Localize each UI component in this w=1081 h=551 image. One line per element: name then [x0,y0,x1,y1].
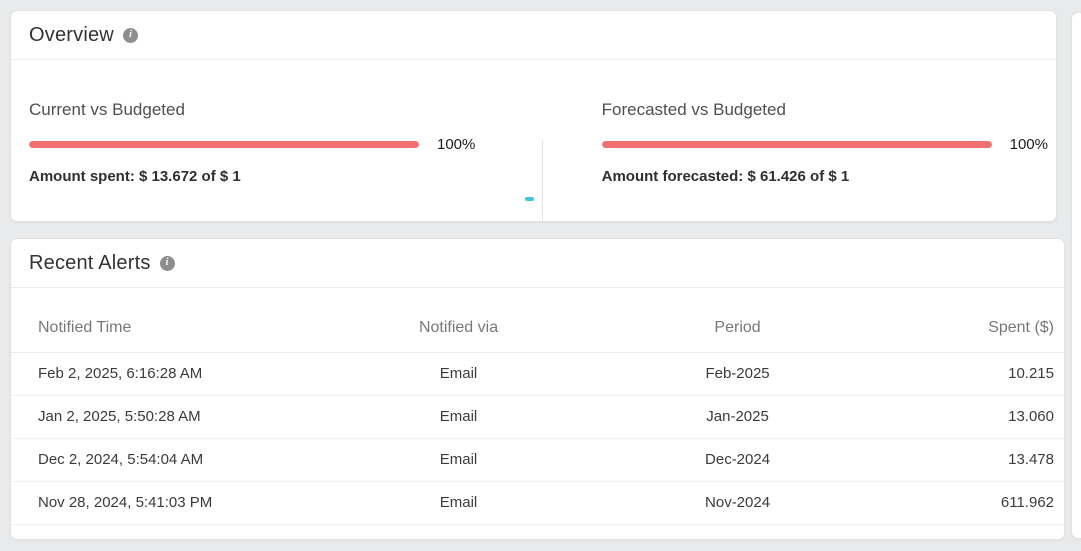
table-cell: Email [379,438,538,482]
recent-alerts-title: Recent Alerts [29,251,151,274]
table-cell: Jan 2, 2025, 5:50:28 AM [11,395,380,439]
table-cell: 13.060 [937,395,1064,439]
cyan-tick-mark [525,197,534,201]
table-row: Dec 2, 2024, 5:54:04 AM Email Dec-2024 13.4… [11,438,1064,482]
info-icon[interactable]: i [159,255,175,271]
table-cell: Nov-2024 [537,481,938,525]
column-header: Spent ($) [937,304,1064,353]
table-cell: 13.478 [937,438,1064,482]
progress-percent-label: 100% [1009,136,1048,153]
recent-alerts-card: Recent Alerts i Notified Time Notified vi… [10,238,1065,540]
table-cell: Email [379,395,538,439]
section-title: Forecasted vs Budgeted [601,100,786,119]
info-icon[interactable]: i [122,27,138,43]
table-header-row: Notified Time Notified via Period Spent ($) [11,304,1064,353]
section-divider [542,140,543,221]
table-cell: Dec 2, 2024, 5:54:04 AM [11,438,380,482]
amount-forecasted-text: Amount forecasted: $ 61.426 of $ 1 [601,168,850,185]
table-cell: Feb 2, 2025, 6:16:28 AM [11,352,380,396]
table-cell: Nov 28, 2024, 5:41:03 PM [11,481,380,525]
amount-spent-text: Amount spent: $ 13.672 of $ 1 [29,168,241,185]
side-card-partial [1071,12,1081,539]
column-header: Notified via [379,304,538,353]
section-title: Current vs Budgeted [29,100,185,119]
forecasted-vs-budgeted-section: Forecasted vs Budgeted 100% Amount forec… [535,100,1056,185]
table-cell: Jan-2025 [537,395,938,439]
table-row: Nov 28, 2024, 5:41:03 PM Email Nov-2024 611… [11,481,1064,525]
progress-row: 100% [29,136,535,153]
alerts-table-wrap: Notified Time Notified via Period Spent ($)… [11,288,1064,525]
table-cell: Email [379,481,538,525]
progress-bar-track [601,141,992,148]
column-header: Period [537,304,938,353]
progress-bar-track [29,141,419,148]
overview-body: Current vs Budgeted 100% Amount spent: $… [11,60,1056,221]
overview-card: Overview i Current vs Budgeted 100% Amou… [10,10,1057,222]
table-row: Jan 2, 2025, 5:50:28 AM Email Jan-2025 13.0… [11,395,1064,439]
progress-percent-label: 100% [437,136,476,153]
current-vs-budgeted-section: Current vs Budgeted 100% Amount spent: $… [11,100,535,185]
overview-title: Overview [29,23,114,46]
progress-bar-fill [601,141,992,148]
progress-bar-fill [29,141,419,148]
table-cell: 10.215 [937,352,1064,396]
column-header: Notified Time [11,304,380,353]
overview-card-header: Overview i [11,11,1056,60]
alerts-table: Notified Time Notified via Period Spent ($)… [11,304,1064,525]
table-cell: Feb-2025 [537,352,938,396]
progress-row: 100% [601,136,1048,153]
table-cell: Dec-2024 [537,438,938,482]
table-cell: 611.962 [937,481,1064,525]
recent-alerts-card-header: Recent Alerts i [11,239,1064,288]
table-cell: Email [379,352,538,396]
table-row: Feb 2, 2025, 6:16:28 AM Email Feb-2025 10.2… [11,352,1064,396]
alerts-table-body: Feb 2, 2025, 6:16:28 AM Email Feb-2025 10.2… [11,352,1064,525]
